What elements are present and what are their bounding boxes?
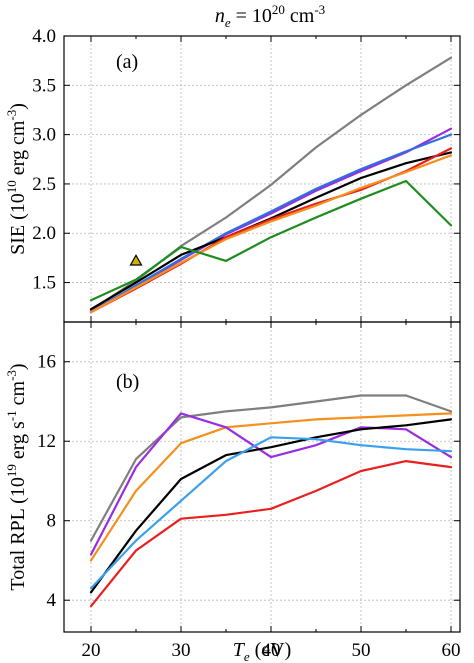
series-line-blue <box>89 133 453 314</box>
xlabel-symbol: T <box>233 639 246 661</box>
panel-a-ylabel: SIE (1010 erg cm-3) <box>4 103 29 255</box>
panel-b-label: (b) <box>116 371 139 393</box>
panel-b-ticks: 20 30 40 50 60 4 8 12 16 <box>37 322 461 661</box>
x-tick-label: 40 <box>262 640 281 661</box>
series-line-gray <box>89 394 453 542</box>
panel-b-xlabel: Te (eV) <box>233 639 292 663</box>
y-tick-label: 12 <box>37 431 56 452</box>
ylabel-b-exp3: -3 <box>4 370 19 381</box>
ylabel-b-mid2: cm <box>7 380 29 410</box>
y-tick-label: 2.5 <box>32 174 56 195</box>
panel-a: 1.5 2.0 2.5 3.0 3.5 4.0 (a) SIE (1010 erg cm-… <box>4 26 461 323</box>
ylabel-b-exp2: -1 <box>4 410 19 421</box>
y-tick-label: 2.0 <box>32 223 56 244</box>
series-line-orange <box>89 154 453 314</box>
figure-title: ne = 1020 cm-3 <box>215 2 325 30</box>
panel-a-ticks: 1.5 2.0 2.5 3.0 3.5 4.0 <box>32 26 460 322</box>
ylabel-b-main: Total RPL (10 <box>7 477 29 590</box>
ylabel-b-end: ) <box>7 363 29 370</box>
ylabel-a-mid: erg cm <box>7 120 29 180</box>
y-tick-label: 1.5 <box>32 273 56 294</box>
title-exponent: 20 <box>272 2 285 17</box>
y-tick-label: 4 <box>47 590 57 611</box>
panel-b-ylabel: Total RPL (1019 erg s-1 cm-3) <box>4 363 29 590</box>
series-line-light_blue <box>89 436 453 590</box>
panel-a-frame <box>63 35 461 323</box>
title-unit-exponent: -3 <box>314 2 325 17</box>
x-tick-label: 60 <box>442 640 461 661</box>
xlabel-unit: (eV) <box>250 639 292 661</box>
title-symbol: n <box>215 5 225 27</box>
series-line-black <box>89 418 453 594</box>
series-line-green <box>89 179 453 302</box>
panel-b-frame <box>63 321 461 633</box>
ylabel-b-exp1: 19 <box>4 464 19 477</box>
y-tick-label: 3.5 <box>32 75 56 96</box>
series-line-orange <box>89 412 453 562</box>
panel-a-markers <box>129 254 143 266</box>
title-unit: cm <box>285 5 315 27</box>
y-tick-label: 16 <box>37 352 56 373</box>
title-equals: = 10 <box>231 5 272 27</box>
title-subscript: e <box>225 15 231 30</box>
panel-a-series <box>89 56 453 314</box>
ylabel-a-end: ) <box>7 103 29 110</box>
panel-b-series <box>89 394 453 608</box>
ylabel-b-mid: erg s <box>7 421 29 464</box>
series-line-red <box>89 460 453 608</box>
y-tick-label: 4.0 <box>32 26 56 47</box>
y-tick-label: 8 <box>47 511 57 532</box>
panel-a-grid <box>64 36 460 322</box>
triangle-marker <box>129 254 143 266</box>
x-tick-label: 30 <box>172 640 191 661</box>
ylabel-a-exp1: 10 <box>4 180 19 193</box>
ylabel-a-exp2: -3 <box>4 110 19 121</box>
y-tick-label: 3.0 <box>32 125 56 146</box>
panel-b: 20 30 40 50 60 4 8 12 16 (b) Total RPL (1019 erg… <box>4 321 461 663</box>
panel-a-label: (a) <box>116 51 138 73</box>
x-tick-label: 50 <box>352 640 371 661</box>
ylabel-a-main: SIE (10 <box>7 193 29 255</box>
panel-b-grid <box>64 322 460 632</box>
x-tick-label: 20 <box>82 640 101 661</box>
series-line-purple <box>89 412 453 556</box>
xlabel-subscript: e <box>244 649 250 663</box>
